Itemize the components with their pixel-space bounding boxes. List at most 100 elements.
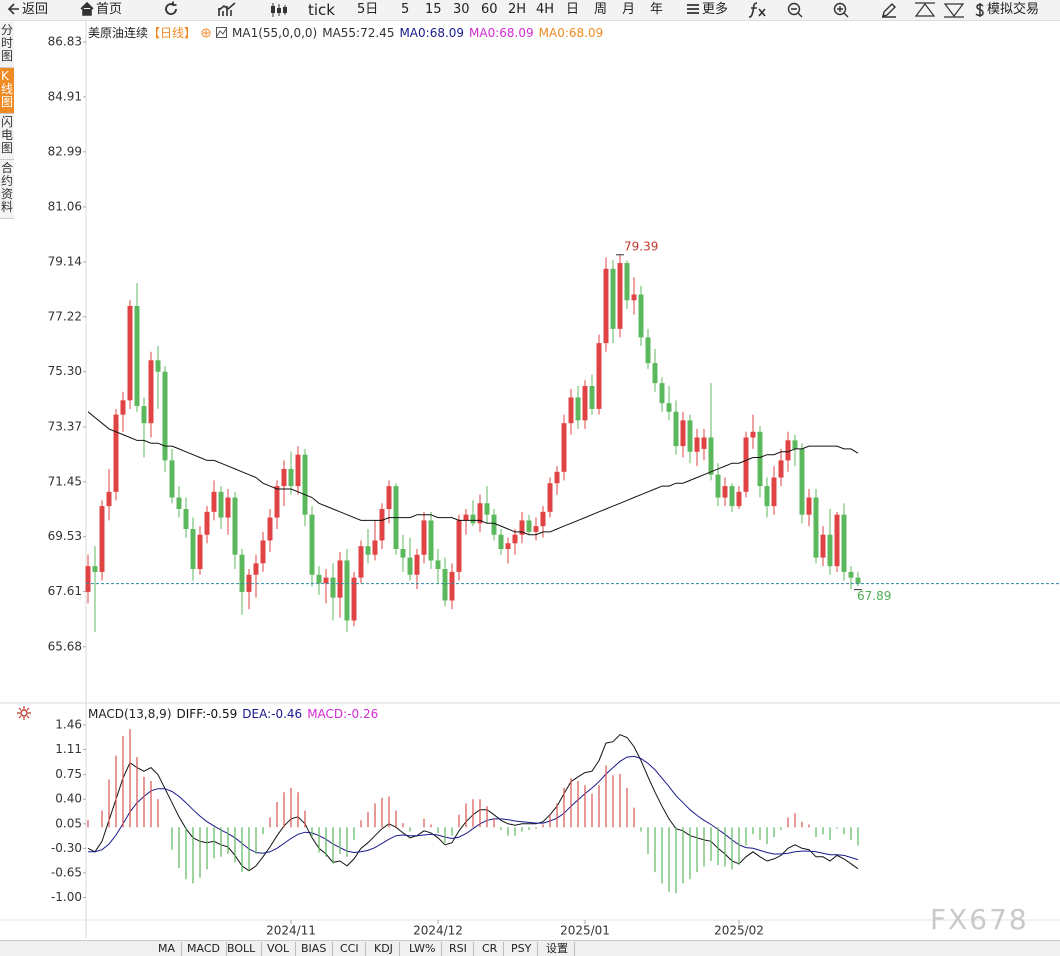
candle-body (659, 383, 665, 404)
candle-body (813, 497, 819, 558)
toolbar: 返回 首页 tick 5日 5 15 30 60 2H 4H 日 周 月 年 更… (0, 0, 1060, 21)
indicator-tab[interactable]: BOLL (221, 942, 263, 956)
side-tab[interactable]: K线图 (0, 68, 14, 114)
zoom-out-icon[interactable] (787, 2, 803, 18)
indicator-icon[interactable] (216, 27, 228, 38)
candle-body (428, 520, 434, 561)
candle-body (498, 534, 504, 550)
candle-body (526, 520, 532, 532)
indicator-tab[interactable]: RSI (443, 942, 474, 956)
candle-body (99, 506, 105, 572)
toolbar-button[interactable]: 月 (622, 2, 636, 17)
indicator-tab[interactable]: KDJ (368, 942, 400, 956)
y-tick-label: 86.83 (48, 35, 82, 49)
candle-body (778, 460, 784, 478)
indicator-tab[interactable]: CR (476, 942, 505, 956)
menu-icon (687, 4, 699, 14)
candle-icon[interactable] (270, 2, 290, 18)
side-tab[interactable]: 闪电图 (0, 114, 14, 160)
draw-icon[interactable] (881, 2, 897, 18)
toolbar-button[interactable]: 首页 (96, 2, 123, 17)
x-tick-label: 2024/12 (413, 924, 463, 938)
indicator-label: MA55:72.45 (322, 25, 395, 40)
y-tick-label: 81.06 (48, 200, 82, 214)
indicator-tab[interactable]: LW% (403, 942, 443, 956)
candle-body (610, 268, 616, 329)
candle-body (603, 268, 609, 344)
line-chart-icon[interactable] (218, 2, 238, 18)
toolbar-button[interactable]: 日 (566, 2, 580, 17)
y-tick-label: 82.99 (48, 144, 82, 158)
y-tick-label: 1.46 (55, 717, 82, 731)
indicator-tabs: MA MACD BOLL VOL BIAS CCI KDJ LW% RSI CR… (0, 940, 1060, 956)
toolbar-button[interactable]: 60 (481, 2, 498, 17)
candle-body (337, 560, 343, 598)
toolbar-button[interactable]: 周 (594, 2, 608, 17)
y-tick-label: 67.61 (48, 584, 82, 598)
down-icon[interactable] (943, 2, 965, 18)
y-tick-label: 73.37 (48, 419, 82, 433)
toolbar-button[interactable]: 更多 (702, 2, 729, 17)
candle-body (225, 497, 231, 518)
candle-body (680, 420, 686, 447)
indicator-tab[interactable]: BIAS (295, 942, 334, 956)
indicator-tab[interactable]: 设置 (540, 942, 575, 956)
candle-body (568, 397, 574, 424)
toolbar-button[interactable]: 年 (650, 2, 664, 17)
symbol-title: 美原油连续 (88, 26, 149, 40)
candle-body (750, 431, 756, 438)
candle-body (806, 497, 812, 515)
up-icon[interactable] (914, 2, 936, 18)
candle-body (708, 437, 714, 475)
indicator-label: MACD:-0.26 (307, 707, 379, 721)
toolbar-button[interactable]: 30 (453, 2, 470, 17)
candle-body (491, 514, 497, 535)
side-tab[interactable]: 合约资料 (0, 160, 14, 219)
candle-body (365, 546, 371, 555)
toolbar-button[interactable]: 返回 (22, 2, 49, 17)
indicator-title: MACD(13,8,9) (88, 707, 172, 721)
indicator-tab[interactable]: PSY (505, 942, 539, 956)
candle-body (379, 508, 385, 541)
candle-body (113, 414, 119, 492)
x-tick-label: 2024/11 (266, 924, 316, 938)
zoom-in-icon[interactable] (833, 2, 849, 18)
add-icon[interactable] (201, 28, 211, 38)
candle-body (596, 343, 602, 409)
side-tab[interactable]: 分时图 (0, 22, 14, 68)
candle-body (442, 569, 448, 601)
indicator-tab[interactable]: MA (152, 942, 183, 956)
candle-body (288, 468, 294, 487)
toolbar-button[interactable]: 15 (425, 2, 442, 17)
indicator-tab[interactable]: MACD (181, 942, 227, 956)
toolbar-button[interactable]: 5 (401, 2, 410, 17)
candle-body (729, 486, 735, 507)
y-tick-label: 1.11 (55, 742, 82, 756)
candle-body (785, 440, 791, 461)
toolbar-button[interactable]: 5日 (357, 2, 379, 17)
period-label: 【日线】 (148, 26, 197, 40)
candle-body (211, 491, 217, 512)
toolbar-button[interactable]: tick (308, 1, 335, 19)
candle-body (358, 546, 364, 578)
indicator-tab[interactable]: CCI (334, 942, 366, 956)
toolbar-button[interactable]: 4H (536, 2, 555, 17)
candle-body (533, 526, 539, 532)
toolbar-button[interactable]: 2H (508, 2, 527, 17)
formula-icon[interactable] (748, 2, 768, 18)
y-tick-label: 0.40 (55, 792, 82, 806)
candle-body (155, 360, 161, 372)
indicator-tab[interactable]: VOL (261, 942, 297, 956)
candle-body (757, 431, 763, 487)
refresh-icon[interactable] (163, 1, 179, 17)
y-tick-label: 0.05 (55, 816, 82, 830)
toolbar-button[interactable]: 模拟交易 (987, 2, 1040, 17)
candle-body (148, 360, 154, 424)
candle-body (764, 486, 770, 507)
candle-body (848, 571, 854, 578)
indicator-label: DIFF:-0.59 (176, 707, 238, 721)
candle-body (673, 411, 679, 447)
settings-icon[interactable] (17, 706, 31, 720)
candle-body (652, 363, 658, 384)
